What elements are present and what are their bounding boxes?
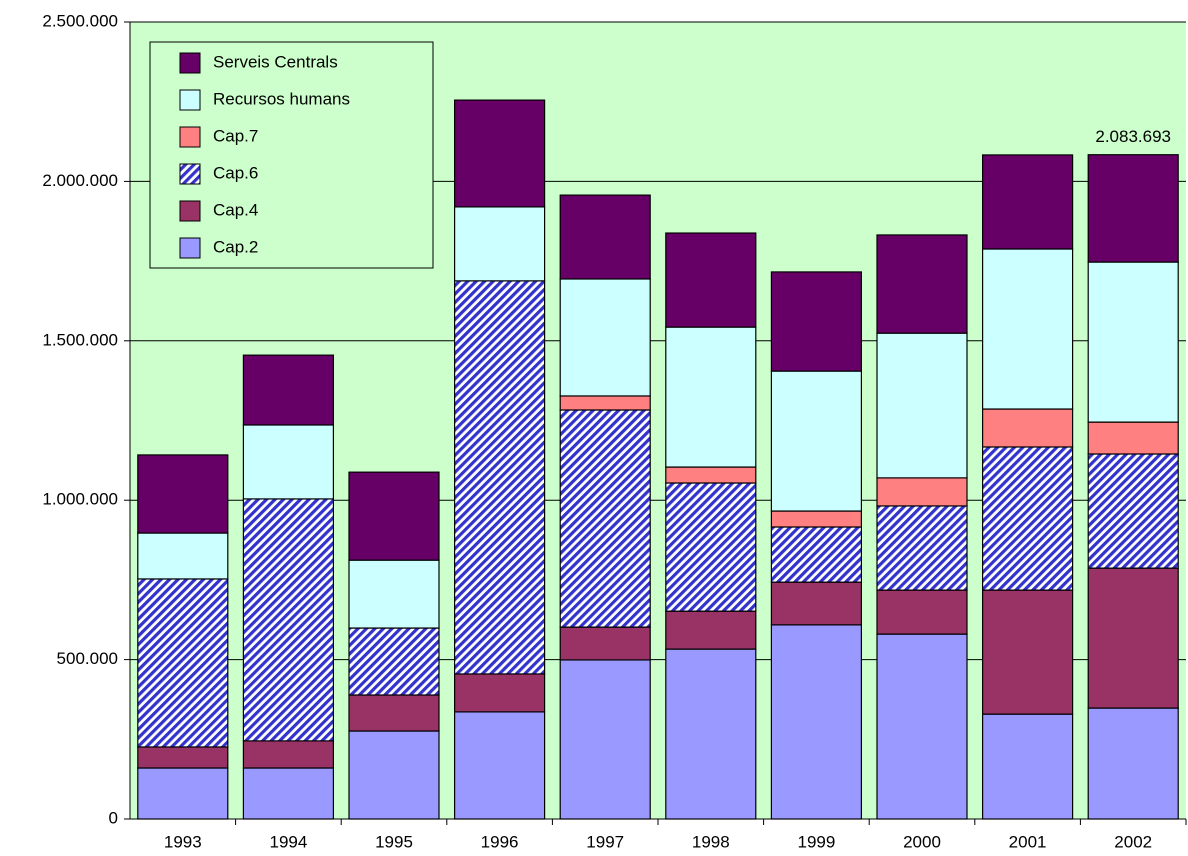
bar-segment <box>559 409 651 628</box>
legend-label: Cap.4 <box>213 200 258 219</box>
bar-segment <box>770 526 863 583</box>
bar-segment <box>876 633 968 820</box>
legend-label: Cap.6 <box>213 163 258 182</box>
bar-segment <box>454 673 546 713</box>
bar-segment <box>1087 421 1179 455</box>
legend-swatch <box>179 126 201 148</box>
legend-box <box>149 41 434 269</box>
bar-segment <box>454 99 546 208</box>
bar-segment <box>242 767 334 820</box>
bar-segment <box>665 326 757 468</box>
bar-segment <box>559 395 651 411</box>
y-tick-label: 2.000.000 <box>42 171 118 190</box>
bar-segment <box>665 482 757 612</box>
bar-segment <box>1087 453 1179 569</box>
legend-swatch <box>179 52 201 74</box>
x-tick-label: 1995 <box>375 832 413 851</box>
bar-segment <box>559 278 651 397</box>
bar-segment <box>348 694 440 732</box>
bar-segment <box>981 408 1074 448</box>
bar-segment <box>665 610 757 650</box>
x-tick-label: 1998 <box>692 832 730 851</box>
bar-segment <box>242 354 334 426</box>
bar-segment <box>137 532 229 580</box>
bar-segment <box>876 477 968 507</box>
legend-swatch <box>179 163 201 185</box>
bar-segment <box>981 589 1074 715</box>
bar-segment <box>1087 154 1179 263</box>
bar-segment <box>876 234 968 334</box>
legend-label: Serveis Centrals <box>213 52 338 71</box>
bar-segment <box>770 370 863 512</box>
bar-segment <box>348 730 440 820</box>
x-tick-label: 1993 <box>164 832 202 851</box>
bar-segment <box>665 466 757 484</box>
bar-segment <box>137 578 229 748</box>
bar-segment <box>665 648 757 820</box>
legend-label: Cap.7 <box>213 126 258 145</box>
x-tick-label: 2002 <box>1114 832 1152 851</box>
x-tick-label: 1994 <box>269 832 307 851</box>
bar-segment <box>137 454 229 534</box>
bar-segment <box>770 271 863 372</box>
legend-swatch <box>179 237 201 259</box>
bar-segment <box>1087 567 1179 709</box>
bar-segment <box>981 154 1074 250</box>
bar-segment <box>981 713 1074 820</box>
bar-segment <box>348 559 440 629</box>
bar-segment <box>242 740 334 769</box>
bar-segment <box>559 659 651 820</box>
legend-label: Recursos humans <box>213 89 350 108</box>
bar-segment <box>137 767 229 820</box>
bar-segment <box>242 424 334 500</box>
y-tick-label: 1.500.000 <box>42 330 118 349</box>
bar-segment <box>559 626 651 661</box>
x-tick-label: 1997 <box>586 832 624 851</box>
x-tick-label: 2001 <box>1009 832 1047 851</box>
bar-segment <box>770 624 863 820</box>
bar-segment <box>981 248 1074 410</box>
x-tick-label: 1999 <box>797 832 835 851</box>
y-tick-label: 1.000.000 <box>42 490 118 509</box>
legend-label: Cap.2 <box>213 237 258 256</box>
bar-segment <box>665 232 757 328</box>
y-tick-label: 0 <box>109 808 118 827</box>
bar-segment <box>1087 707 1179 820</box>
bar-segment <box>454 711 546 820</box>
bar-segment <box>770 510 863 528</box>
bar-segment <box>876 332 968 479</box>
bar-segment <box>242 498 334 742</box>
y-tick-label: 2.500.000 <box>42 11 118 30</box>
bar-segment <box>981 446 1074 591</box>
bar-segment <box>876 505 968 591</box>
bar-segment <box>137 746 229 769</box>
total-label: 2.083.693 <box>1095 127 1171 146</box>
bar-segment <box>348 471 440 561</box>
bar-segment <box>454 206 546 282</box>
x-tick-label: 2000 <box>903 832 941 851</box>
y-tick-label: 500.000 <box>57 649 118 668</box>
bar-segment <box>770 581 863 626</box>
legend-swatch <box>179 200 201 222</box>
bar-segment <box>454 280 546 675</box>
bar-segment <box>348 627 440 696</box>
legend-swatch <box>179 89 201 111</box>
x-tick-label: 1996 <box>481 832 519 851</box>
bar-segment <box>1087 261 1179 423</box>
bar-segment <box>559 194 651 280</box>
bar-segment <box>876 589 968 635</box>
